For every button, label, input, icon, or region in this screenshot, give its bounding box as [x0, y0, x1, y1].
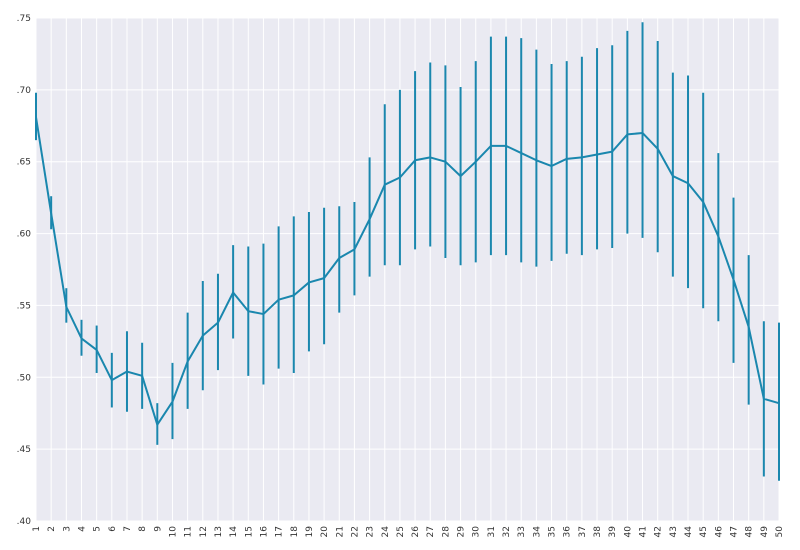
x-tick-label: 17 — [275, 526, 285, 537]
x-tick-label: 6 — [108, 526, 118, 532]
x-tick-label: 49 — [760, 526, 770, 538]
x-tick-label: 41 — [639, 526, 649, 537]
x-tick-label: 28 — [441, 526, 451, 538]
x-tick-label: 48 — [745, 526, 755, 538]
x-tick-label: 46 — [714, 526, 724, 538]
x-tick-label: 22 — [350, 526, 360, 537]
y-tick-label: .60 — [17, 230, 32, 240]
x-tick-label: 4 — [77, 526, 87, 532]
x-tick-label: 7 — [123, 526, 133, 532]
x-axis-tick-labels: 1 2 3 4 5 6 7 8 9 10 11 12 13 14 15 16 17 18 19 20 21 22 23 24 2… — [32, 526, 785, 538]
x-tick-label: 39 — [608, 526, 618, 538]
series-line — [35, 116, 780, 426]
x-tick-label: 3 — [62, 526, 72, 532]
grid-lines — [35, 17, 780, 522]
x-tick-label: 43 — [669, 526, 679, 537]
x-tick-label: 21 — [335, 526, 345, 537]
x-tick-label: 32 — [502, 526, 512, 537]
y-axis-tick-labels: .40 .45 .50 .55 .60 .65 .70 .75 — [17, 14, 32, 527]
x-tick-label: 50 — [775, 526, 785, 538]
x-tick-label: 2 — [47, 526, 57, 532]
x-tick-label: 9 — [153, 526, 163, 532]
x-tick-label: 10 — [168, 526, 178, 538]
x-tick-label: 29 — [457, 526, 467, 538]
x-tick-label: 26 — [411, 526, 421, 538]
x-tick-label: 35 — [548, 526, 558, 537]
x-tick-label: 47 — [730, 526, 740, 537]
x-tick-label: 12 — [199, 526, 209, 537]
x-tick-label: 38 — [593, 526, 603, 538]
x-tick-label: 1 — [32, 526, 42, 532]
x-tick-label: 15 — [244, 526, 254, 537]
x-tick-label: 27 — [426, 526, 436, 537]
x-tick-label: 19 — [305, 526, 315, 538]
plot-background — [36, 18, 779, 521]
x-tick-label: 44 — [684, 526, 694, 538]
x-tick-label: 30 — [472, 526, 482, 538]
x-tick-label: 18 — [290, 526, 300, 538]
x-tick-label: 33 — [517, 526, 527, 537]
x-tick-label: 11 — [184, 526, 194, 537]
x-tick-label: 31 — [487, 526, 497, 537]
x-tick-label: 14 — [229, 526, 239, 538]
x-tick-label: 20 — [320, 526, 330, 538]
x-tick-label: 8 — [138, 526, 148, 532]
x-tick-label: 13 — [214, 526, 224, 537]
x-tick-label: 34 — [532, 526, 542, 538]
x-tick-label: 5 — [93, 526, 103, 532]
y-tick-label: .45 — [17, 445, 31, 455]
x-tick-label: 36 — [563, 526, 573, 538]
x-tick-label: 25 — [396, 526, 406, 537]
x-tick-label: 40 — [623, 526, 633, 538]
y-tick-label: .75 — [17, 14, 31, 24]
y-tick-label: .65 — [17, 158, 31, 168]
y-tick-label: .40 — [17, 517, 32, 527]
y-tick-label: .70 — [17, 86, 32, 96]
x-tick-label: 24 — [381, 526, 391, 538]
x-tick-label: 16 — [259, 526, 269, 538]
x-tick-label: 23 — [366, 526, 376, 537]
x-tick-label: 42 — [654, 526, 664, 537]
y-tick-label: .50 — [17, 373, 32, 383]
x-tick-label: 37 — [578, 526, 588, 537]
y-tick-label: .55 — [17, 301, 31, 311]
x-tick-label: 45 — [699, 526, 709, 537]
